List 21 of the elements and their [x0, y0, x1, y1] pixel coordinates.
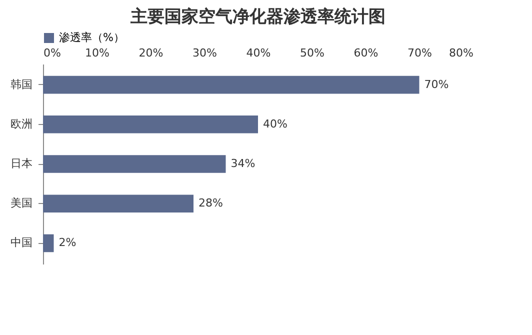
x-tick-label: 50% [300, 46, 324, 60]
chart-title: 主要国家空气净化器渗透率统计图 [130, 7, 386, 26]
x-tick-label: 0% [44, 46, 61, 60]
y-tick-label: 中国 [10, 236, 32, 250]
legend-label: 渗透率（%） [59, 31, 124, 44]
data-label: 28% [198, 196, 223, 210]
data-label: 34% [230, 157, 256, 170]
y-tick-label: 韩国 [10, 78, 32, 91]
x-tick-label: 10% [85, 46, 110, 60]
x-tick-label: 30% [192, 46, 217, 60]
x-tick-label: 20% [138, 46, 164, 60]
x-tick-label: 70% [408, 46, 432, 60]
y-tick-label: 日本 [10, 157, 32, 170]
data-label: 70% [424, 78, 449, 91]
y-tick-label: 美国 [10, 196, 32, 210]
y-tick-label: 欧洲 [10, 117, 32, 130]
x-tick-label: 80% [449, 46, 474, 60]
x-tick-label: 40% [246, 46, 271, 60]
x-tick-label: 60% [354, 46, 378, 60]
data-label: 40% [263, 117, 288, 130]
data-label: 2% [58, 236, 76, 250]
